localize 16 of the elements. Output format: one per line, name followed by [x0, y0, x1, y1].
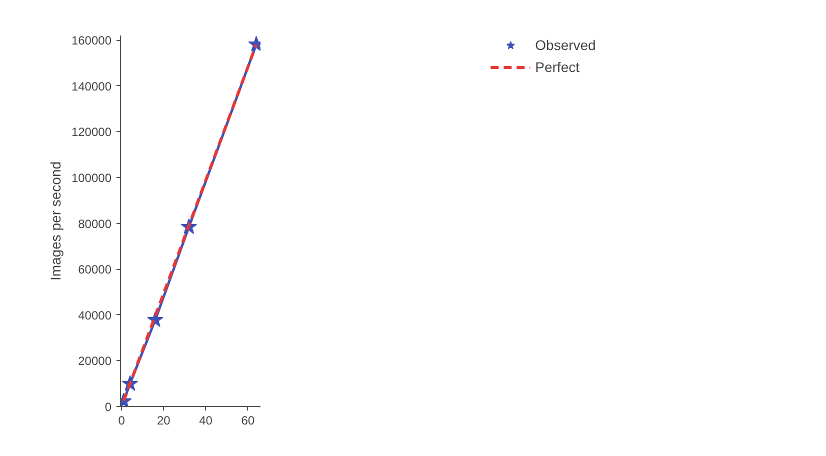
y-tick-label: 120000 — [71, 125, 112, 140]
legend-label: Observed — [535, 37, 596, 53]
x-tick-label: 0 — [118, 414, 126, 428]
y-tick-label: 60000 — [78, 262, 112, 277]
y-tick-label: 160000 — [71, 34, 112, 48]
y-tick-label: 40000 — [78, 308, 112, 322]
y-tick-label: 80000 — [78, 216, 112, 231]
y-tick-label: 20000 — [78, 354, 112, 368]
y-tick-label: 140000 — [71, 79, 112, 94]
y-axis-title: Images per second — [47, 161, 64, 281]
legend-label: Perfect — [535, 59, 580, 75]
x-tick-label: 20 — [156, 414, 171, 428]
x-tick-label: 40 — [199, 414, 213, 428]
x-tick-label: 60 — [241, 414, 255, 428]
y-tick-label: 100000 — [71, 170, 112, 185]
y-tick-label: 0 — [104, 400, 112, 414]
